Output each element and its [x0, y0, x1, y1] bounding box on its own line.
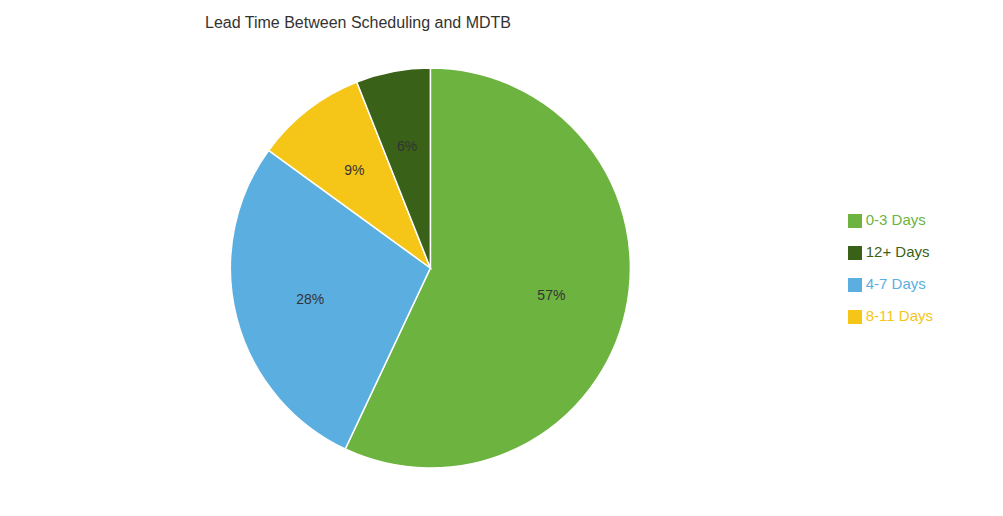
html-text:0-3 Days: 0-3 Days: [865, 211, 926, 228]
svg-text:6%: 6%: [397, 138, 417, 154]
html-text:4-7 Days: 4-7 Days: [865, 275, 926, 292]
html-text:8-11 Days: 8-11 Days: [865, 307, 933, 324]
html-text:12+ Days: 12+ Days: [865, 243, 930, 260]
svg-text:57%: 57%: [537, 287, 565, 303]
svg-text:28%: 28%: [296, 291, 324, 307]
svg-text:9%: 9%: [344, 162, 364, 178]
html-text:Lead Time Between Scheduling a: Lead Time Between Scheduling and MDTB: [205, 14, 511, 31]
